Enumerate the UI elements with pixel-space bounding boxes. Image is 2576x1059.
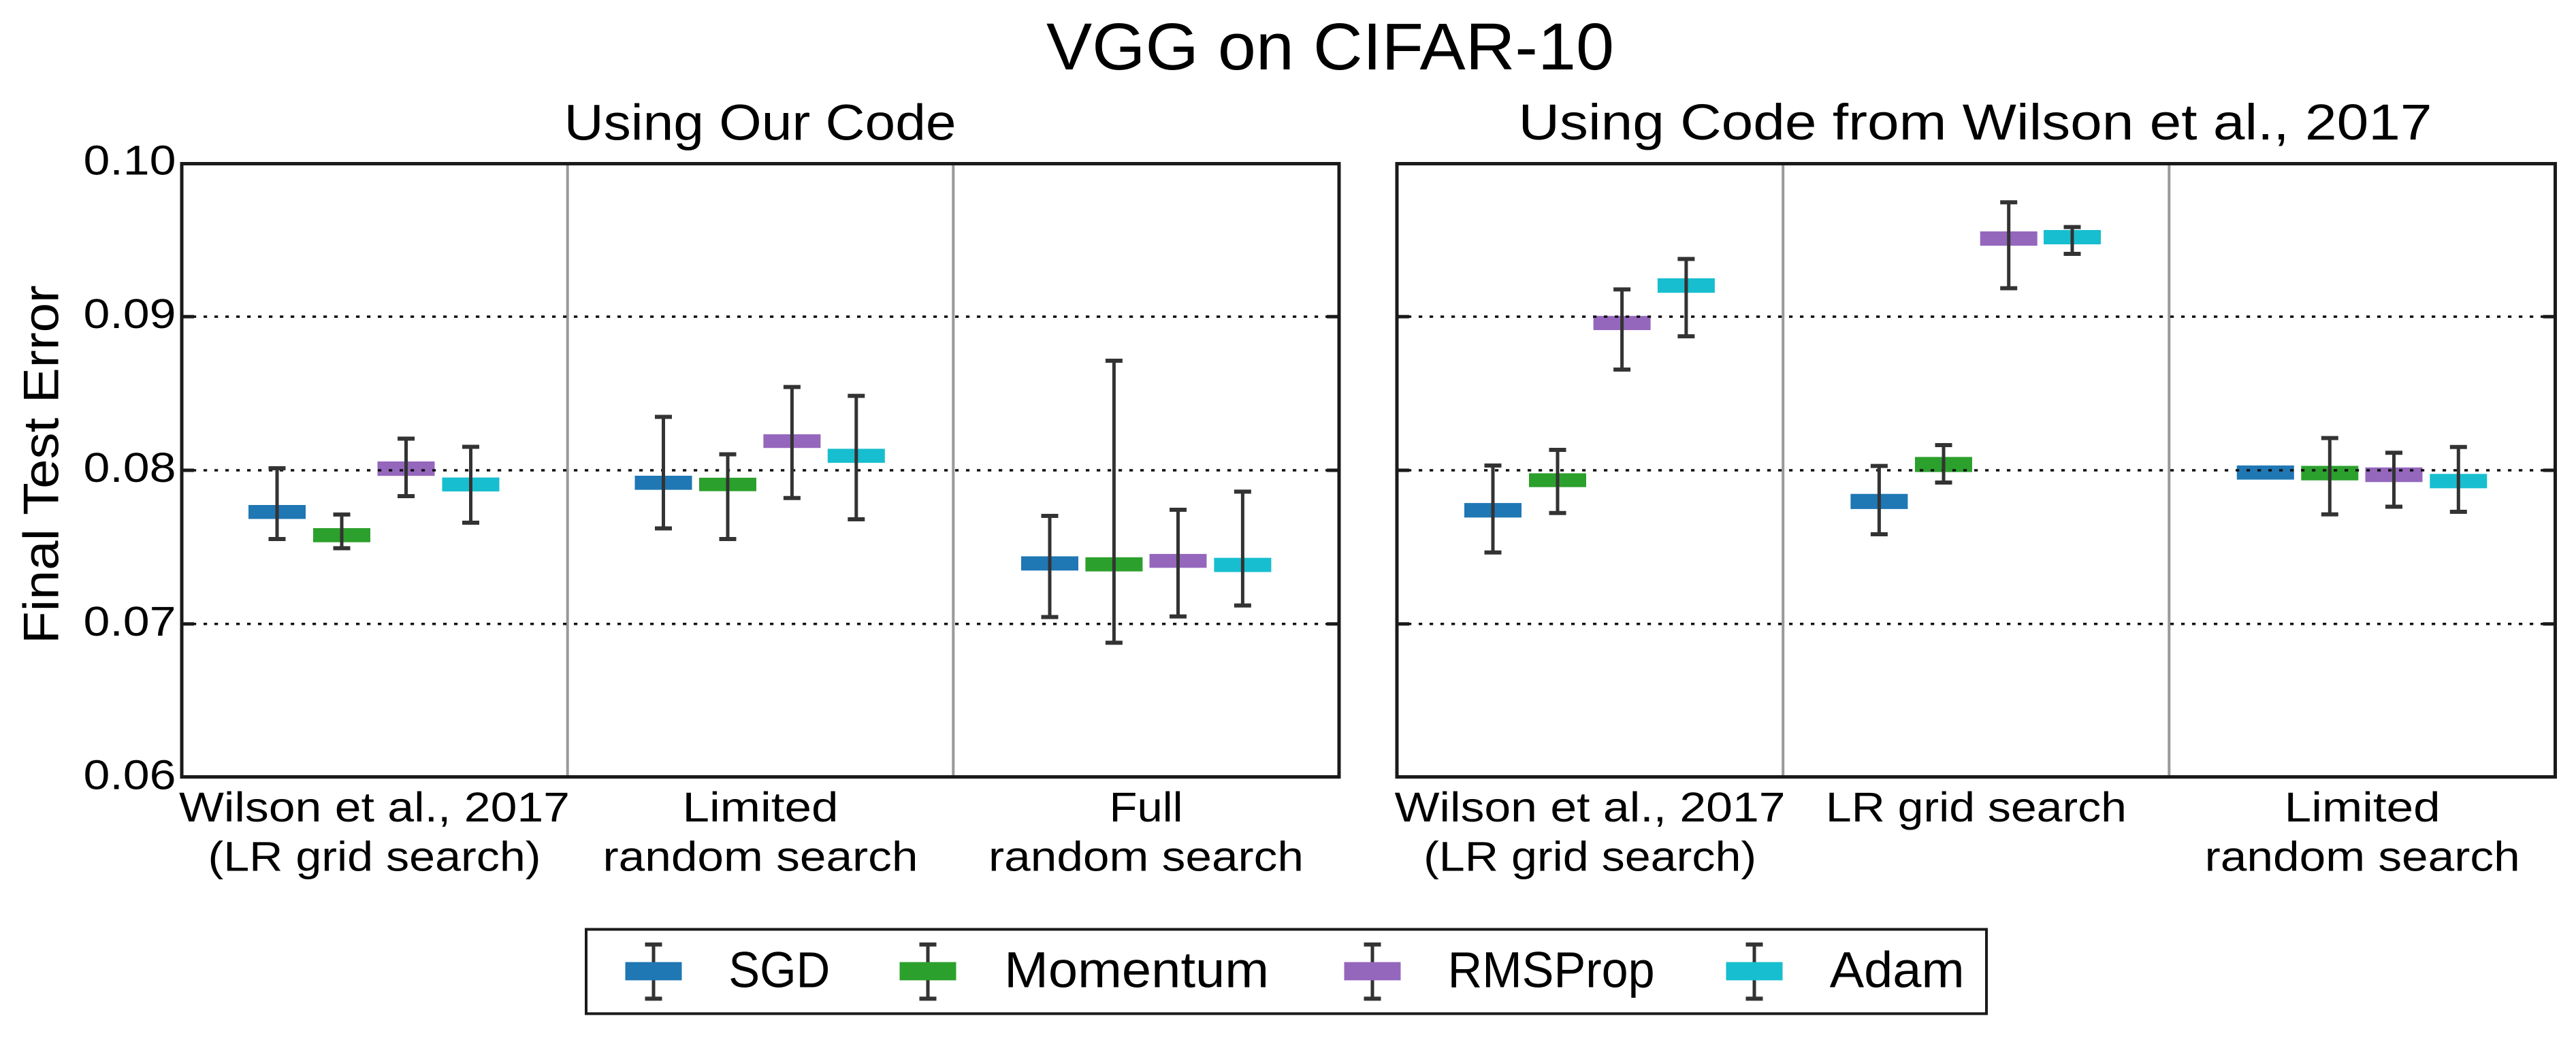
svg-text:0.10: 0.10 — [84, 137, 176, 184]
svg-text:LR grid search: LR grid search — [1826, 784, 2127, 831]
svg-text:Using Our Code: Using Our Code — [564, 95, 956, 151]
svg-text:RMSProp: RMSProp — [1448, 941, 1655, 998]
svg-text:0.07: 0.07 — [84, 598, 176, 645]
svg-text:VGG on CIFAR-10: VGG on CIFAR-10 — [1046, 10, 1614, 84]
svg-text:SGD: SGD — [728, 941, 830, 998]
svg-text:0.09: 0.09 — [84, 291, 176, 338]
svg-text:random search: random search — [603, 833, 918, 880]
svg-text:Wilson et al., 2017: Wilson et al., 2017 — [1395, 784, 1786, 831]
svg-text:(LR grid search): (LR grid search) — [208, 833, 541, 880]
svg-text:(LR grid search): (LR grid search) — [1423, 833, 1756, 880]
svg-text:Limited: Limited — [683, 784, 839, 831]
svg-text:Momentum: Momentum — [1004, 941, 1269, 998]
svg-text:random search: random search — [988, 833, 1304, 880]
svg-text:Final Test Error: Final Test Error — [14, 285, 69, 644]
svg-text:0.08: 0.08 — [84, 444, 176, 491]
svg-text:Wilson et al., 2017: Wilson et al., 2017 — [179, 784, 570, 831]
svg-text:Adam: Adam — [1830, 941, 1965, 998]
svg-text:Using Code from Wilson et al.,: Using Code from Wilson et al., 2017 — [1519, 94, 2432, 150]
svg-text:0.06: 0.06 — [84, 752, 176, 799]
svg-text:Limited: Limited — [2285, 784, 2441, 831]
svg-text:Full: Full — [1110, 784, 1183, 831]
svg-text:random search: random search — [2205, 833, 2520, 880]
